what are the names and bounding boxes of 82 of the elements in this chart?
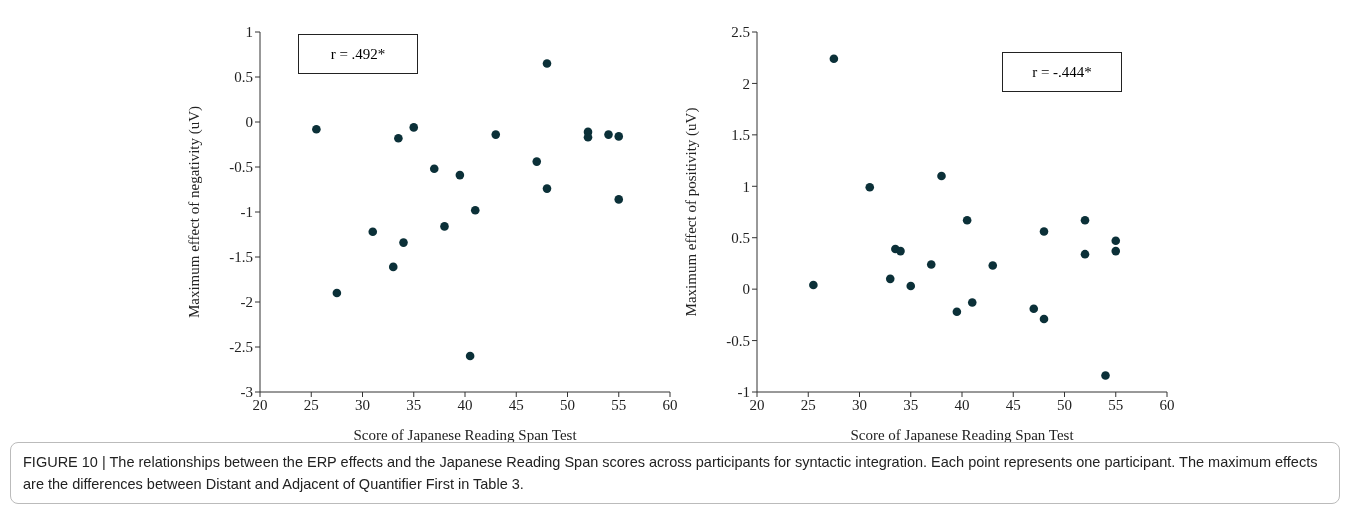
y-tick-label: 0.5	[234, 69, 253, 86]
point	[542, 59, 552, 68]
x-tick-label: 60	[662, 396, 678, 413]
x-tick-label: 40	[954, 396, 970, 413]
point	[1080, 249, 1090, 259]
y-tick-label: -1	[240, 204, 253, 221]
point	[988, 261, 998, 270]
point	[399, 238, 408, 247]
point	[388, 262, 398, 272]
point	[865, 183, 875, 192]
y-tick-label: -3	[240, 384, 253, 401]
point	[455, 170, 465, 180]
point	[542, 184, 552, 193]
y-tick-label: -0.5	[726, 332, 750, 349]
point	[952, 307, 962, 317]
point	[312, 124, 321, 134]
x-tick-label: 30	[852, 396, 867, 413]
y-tick-label: 0	[742, 281, 750, 298]
point	[1101, 371, 1110, 380]
x-tick-label: 60	[1159, 396, 1175, 413]
x-tick-label: 35	[903, 396, 919, 413]
point	[1039, 314, 1049, 324]
point	[532, 157, 542, 166]
x-tick-label: 45	[508, 396, 524, 413]
y-tick-label: -2.5	[229, 339, 253, 356]
y-tick-label: 1.5	[731, 127, 750, 144]
x-tick-label: 20	[749, 396, 765, 413]
point	[465, 351, 475, 361]
x-tick-label: 40	[457, 396, 473, 413]
y-tick-label: 0	[245, 114, 253, 131]
point	[885, 274, 895, 284]
point	[440, 222, 449, 231]
y-tick-label: 2	[742, 75, 750, 92]
x-tick-label: 50	[560, 396, 575, 413]
x-tick-label: 50	[1057, 396, 1072, 413]
point	[809, 280, 818, 290]
point	[470, 205, 480, 215]
y-axis-title: Maximum effect of positivity (uV)	[683, 107, 701, 317]
point	[409, 123, 419, 132]
point	[896, 246, 905, 256]
point	[614, 132, 624, 141]
point	[491, 130, 501, 139]
y-tick-label: -1	[737, 384, 750, 401]
y-tick-label: -1.5	[229, 249, 253, 266]
point	[926, 260, 936, 269]
point	[1080, 215, 1090, 225]
point	[1039, 227, 1049, 236]
x-tick-label: 55	[1108, 396, 1124, 413]
point	[429, 164, 439, 174]
point	[1029, 304, 1039, 313]
point	[614, 195, 624, 204]
y-tick-label: 1	[245, 24, 253, 41]
y-tick-label: 2.5	[731, 24, 750, 41]
x-axis-title: Score of Japanese Reading Span Test	[850, 427, 1075, 443]
point	[1111, 236, 1121, 246]
caption: FIGURE 10 | The relationships between the ERP effects and the Japanese Reading Span scores across participants for syntactic integration. Each point represents one participant. The maximum effects are the differences between Distant and Adjacent of Quantifier First in Table 3.	[10, 442, 1340, 504]
point	[583, 133, 593, 142]
x-tick-label: 20	[252, 396, 268, 413]
point	[368, 227, 378, 237]
point	[962, 215, 972, 225]
point	[1111, 246, 1121, 256]
x-tick-label: 35	[406, 396, 422, 413]
annotation: r = .492*	[330, 45, 386, 63]
point	[967, 298, 977, 307]
annotation: r = -.444*	[1032, 63, 1092, 81]
point	[829, 54, 839, 64]
y-tick-label: 1	[742, 178, 750, 195]
y-axis-title: Maximum effect of negativity (uV)	[186, 105, 204, 319]
y-tick-label: 0.5	[731, 230, 750, 247]
y-tick-label: -0.5	[229, 159, 253, 176]
x-axis-title: Score of Japanese Reading Span Test	[353, 427, 578, 443]
x-tick-label: 30	[355, 396, 370, 413]
x-tick-label: 25	[800, 396, 816, 413]
point	[937, 171, 946, 181]
x-tick-label: 55	[611, 396, 627, 413]
x-tick-label: 25	[303, 396, 319, 413]
y-tick-label: -2	[240, 294, 253, 311]
point	[394, 133, 403, 143]
point	[906, 281, 916, 291]
point	[332, 288, 342, 298]
point	[604, 130, 613, 139]
x-tick-label: 45	[1005, 396, 1021, 413]
